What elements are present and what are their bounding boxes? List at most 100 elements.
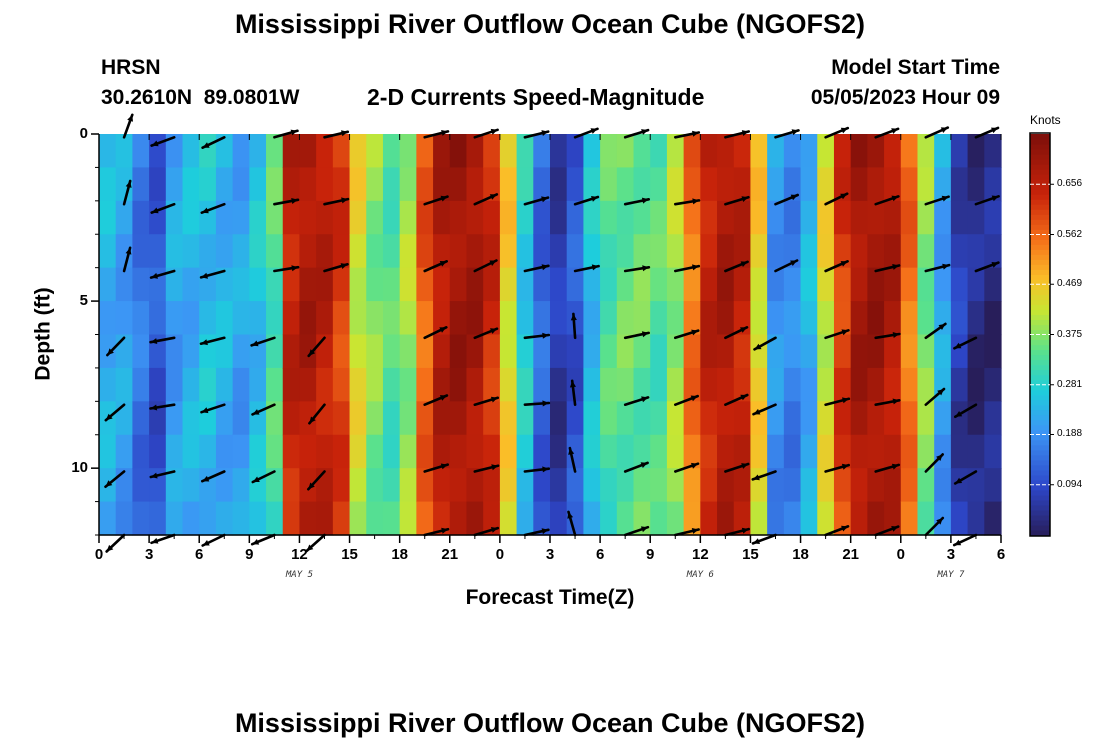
heatmap-cell [833,301,852,336]
current-vector [673,198,701,206]
current-vector [952,533,978,547]
colorbar-tick-label: 0.469 [1057,278,1083,290]
heatmap-cell [683,434,701,469]
colorbar-tick-label: 0.656 [1057,178,1083,190]
heatmap-cell [433,200,451,235]
heatmap-cell [884,200,902,235]
current-vector [753,336,777,351]
heatmap-cell [533,501,551,536]
current-vector [874,127,900,139]
heatmap-cell [132,434,150,469]
current-vector [251,470,276,484]
heatmap-cell [149,167,167,202]
heatmap-cell [767,200,785,235]
heatmap-cell [900,367,919,402]
heatmap-cell [884,401,902,436]
heatmap-cell [165,267,184,302]
heatmap-cell [800,200,818,235]
heatmap-cell [717,367,735,402]
heatmap-cell [399,267,417,302]
heatmap-cell [967,401,985,436]
current-vector [251,403,276,416]
heatmap-cell [533,468,551,503]
current-vector [122,179,132,206]
heatmap-cell [332,334,351,369]
colorbar-swatch [1030,489,1050,496]
heatmap-cell [566,401,584,436]
heatmap-cell [499,267,518,302]
heatmap-cell [516,200,534,235]
heatmap-cell [132,501,150,536]
heatmap-cell [984,301,1002,336]
heatmap-cell [566,134,584,169]
current-vector [623,396,650,407]
heatmap-cell [917,434,935,469]
current-vector [623,525,650,537]
heatmap-cell [833,334,852,369]
heatmap-cell [282,468,301,503]
colorbar-swatch [1030,249,1050,255]
heatmap-cell [382,167,401,202]
heatmap-cell [382,501,401,536]
heatmap-cell [867,134,885,169]
colorbar-swatch [1030,434,1050,441]
current-vector [673,264,701,273]
heatmap-cell [666,234,685,269]
heatmap-cell [115,301,133,336]
colorbar-swatch [1030,299,1050,306]
current-vector [824,397,851,407]
heatmap-cell [967,301,985,336]
current-vector [874,264,901,273]
heatmap-cell [199,301,217,336]
heatmap-cell [783,434,802,469]
heatmap-cell [299,134,317,169]
heatmap-cell [499,334,518,369]
heatmap-cell [616,200,635,235]
heatmap-cell [182,434,200,469]
heatmap-cell [767,234,785,269]
x-tick-label: 18 [792,546,809,563]
colorbar-gradient [1030,134,1050,536]
current-vector [569,379,577,407]
colorbar-tick-label: 0.281 [1057,378,1083,390]
heatmap-cell [499,134,518,169]
heatmap-cell [733,167,752,202]
heatmap-cell [399,468,417,503]
heatmap-cell [132,167,150,202]
heatmap-cell [767,301,785,336]
colorbar-swatch [1030,234,1050,240]
heatmap-cell [282,200,301,235]
heatmap-cell [215,434,234,469]
heatmap-cell [583,501,601,536]
heatmap-cell [99,267,117,302]
current-vector [874,525,900,537]
heatmap-cell [433,401,451,436]
heatmap-cell [249,200,267,235]
heatmap-cell [867,167,885,202]
colorbar-swatch [1030,329,1050,336]
heatmap-cell [483,367,501,402]
heatmap-cell [182,134,200,169]
heatmap-cell [132,334,150,369]
heatmap-cell [884,167,902,202]
current-vector [974,261,1000,273]
heatmap-cell [800,367,818,402]
heatmap-cell [282,234,301,269]
heatmap-cell [382,301,401,336]
heatmap-cell [182,301,200,336]
heatmap-cell [533,267,551,302]
heatmap-cell [616,401,635,436]
heatmap-cell [232,401,250,436]
heatmap-cell [683,167,701,202]
heatmap-cell [433,434,451,469]
heatmap-cell [917,200,935,235]
heatmap-cell [282,301,301,336]
heatmap-cell [533,134,551,169]
heatmap-cell [449,401,468,436]
current-vector [201,470,226,483]
heatmap-cell [850,200,868,235]
heatmap-cell [967,367,985,402]
heatmap-cell [683,334,701,369]
heatmap-cell [266,501,284,536]
heatmap-cell [550,200,568,235]
